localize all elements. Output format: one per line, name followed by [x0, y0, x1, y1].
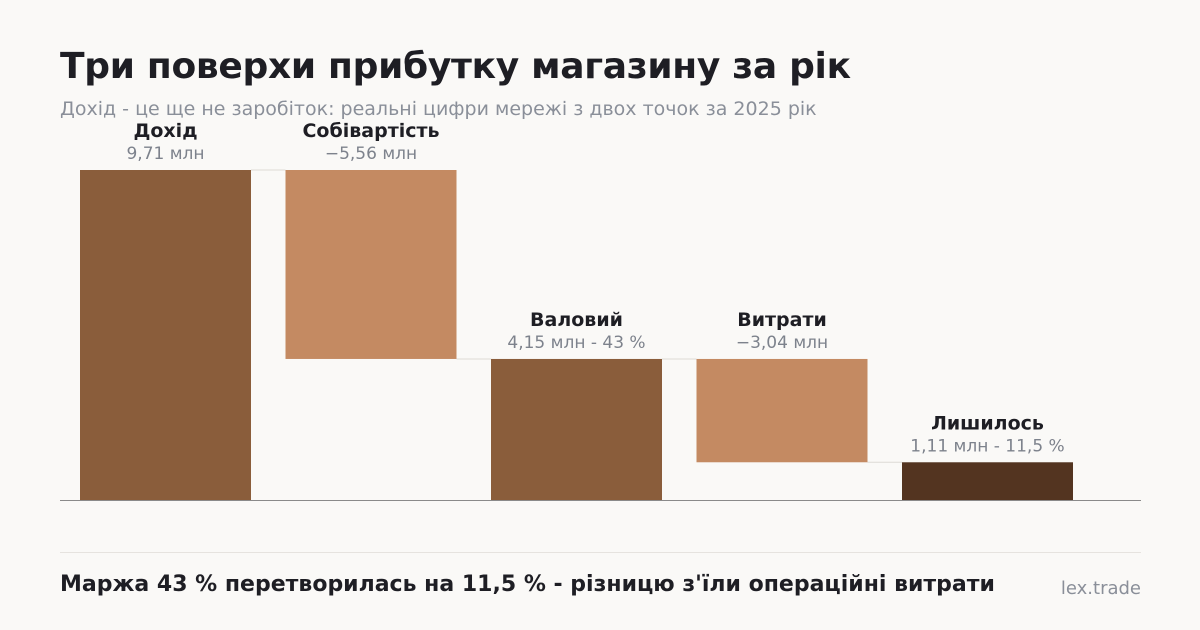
source-label: lex.trade	[1060, 578, 1141, 599]
value-label: 9,71 млн	[126, 144, 204, 164]
category-label: Витрати	[737, 309, 827, 331]
value-label: 4,15 млн - 43 %	[507, 333, 645, 353]
value-label: −5,56 млн	[325, 144, 417, 164]
footer-takeaway: Маржа 43 % перетворилась на 11,5 % - різ…	[60, 572, 995, 597]
category-label: Валовий	[530, 309, 623, 331]
category-label: Дохід	[133, 120, 197, 142]
chart-subtitle: Дохід - це ще не заробіток: реальні цифр…	[60, 98, 817, 120]
bar-4	[696, 358, 868, 463]
chart-title: Три поверхи прибутку магазину за рік	[60, 46, 851, 87]
value-label: 1,11 млн - 11,5 %	[910, 436, 1064, 456]
category-label: Собівартість	[302, 120, 439, 142]
bar-5	[902, 462, 1073, 500]
footer-divider	[60, 552, 1141, 553]
value-label: −3,04 млн	[736, 333, 828, 353]
category-label: Лишилось	[931, 412, 1044, 434]
bar-2	[285, 170, 457, 359]
bar-1	[80, 170, 251, 500]
bar-3	[491, 358, 662, 500]
